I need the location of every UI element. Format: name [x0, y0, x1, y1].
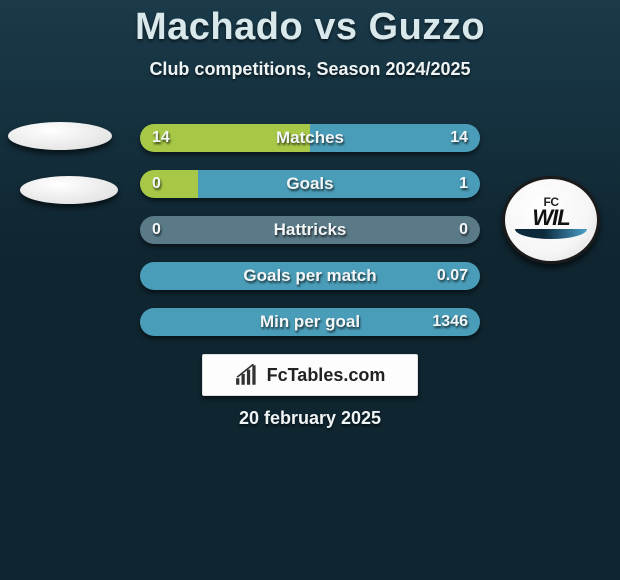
stat-row: 1414Matches	[140, 124, 480, 152]
stat-row: 00Hattricks	[140, 216, 480, 244]
stat-label: Goals per match	[140, 262, 480, 290]
date-text: 20 february 2025	[0, 408, 620, 429]
page-title: Machado vs Guzzo	[0, 0, 620, 49]
badge-main-text: WIL	[532, 209, 569, 227]
stat-label: Hattricks	[140, 216, 480, 244]
stat-row: 0.07Goals per match	[140, 262, 480, 290]
subtitle: Club competitions, Season 2024/2025	[0, 59, 620, 80]
team-left-badge-ellipse-1	[8, 122, 112, 150]
stat-row: 01Goals	[140, 170, 480, 198]
stat-label: Min per goal	[140, 308, 480, 336]
stats-container: 1414Matches 01Goals 00Hattricks 0.07Goals p…	[140, 124, 480, 354]
chart-icon	[235, 364, 261, 386]
brand-text: FcTables.com	[267, 365, 386, 386]
team-right-badge: FC WIL	[502, 176, 600, 264]
stat-row: 1346Min per goal	[140, 308, 480, 336]
stat-label: Matches	[140, 124, 480, 152]
stat-label: Goals	[140, 170, 480, 198]
brand-logo-box: FcTables.com	[202, 354, 418, 396]
team-left-badge-ellipse-2	[20, 176, 118, 204]
badge-swoosh	[515, 229, 587, 239]
